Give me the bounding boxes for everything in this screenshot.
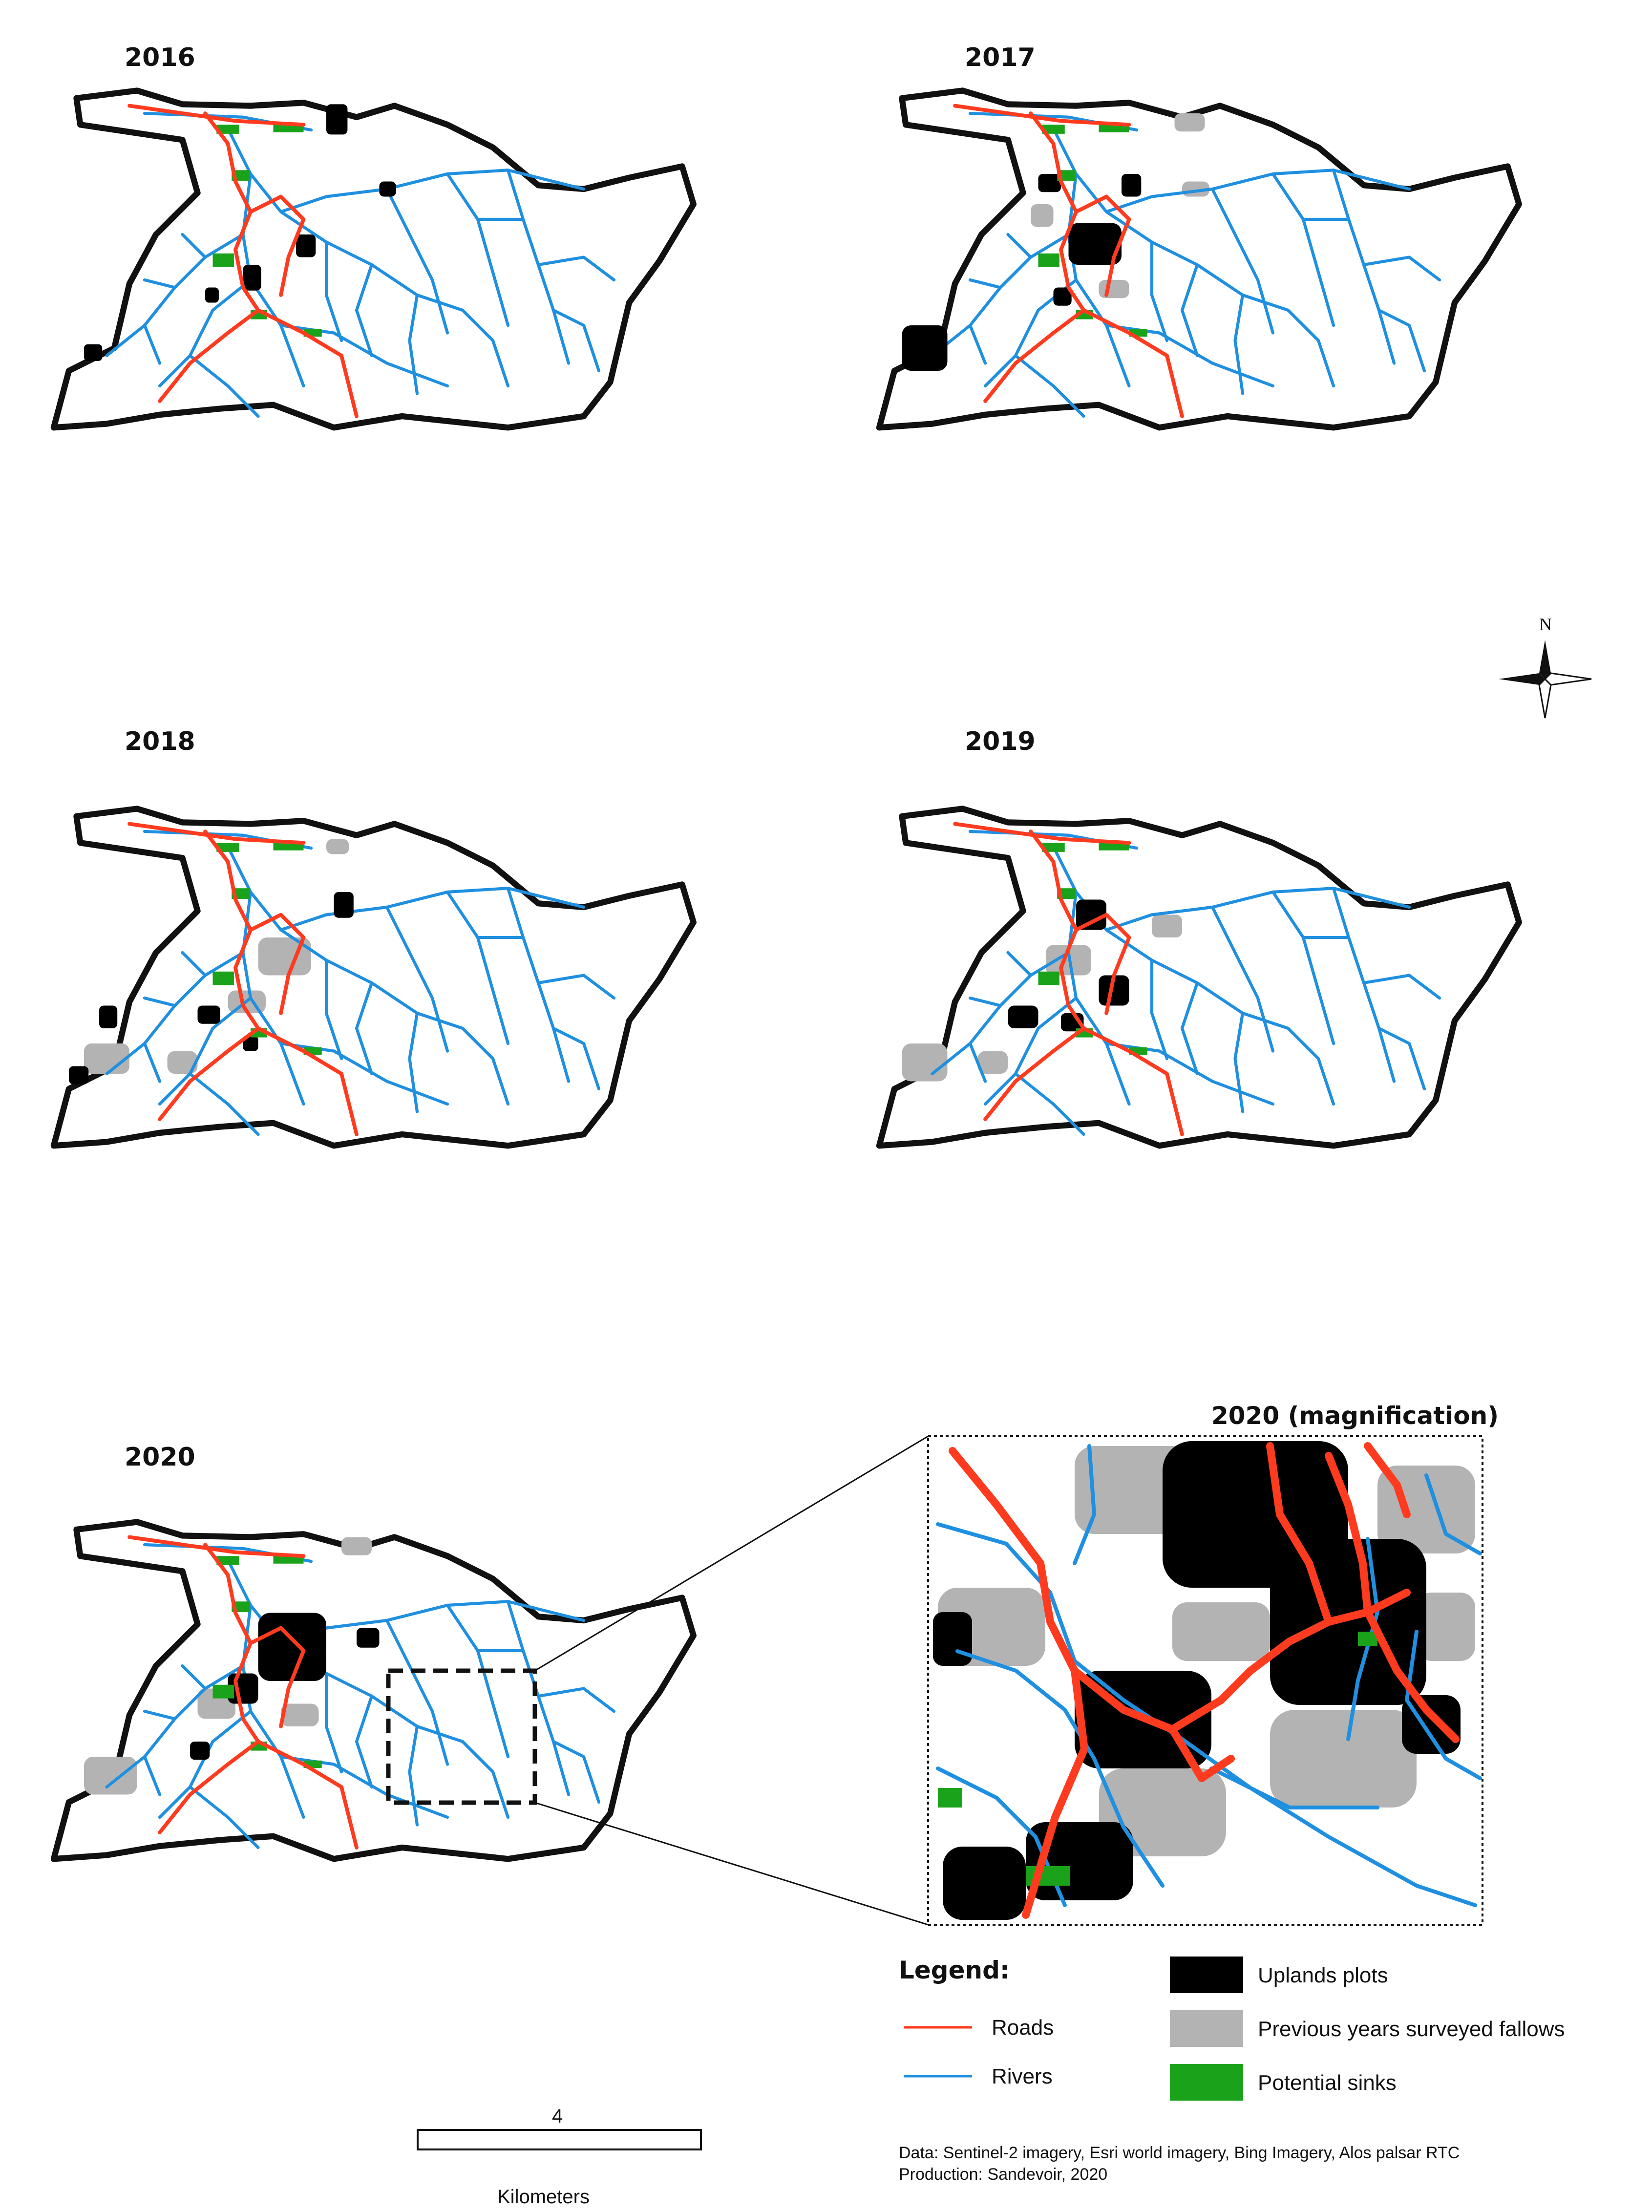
magnification-title: 2020 (magnification) <box>1211 1402 1499 1430</box>
legend: Legend: Roads Rivers Uplands plots Previ… <box>899 1956 1565 2101</box>
scale-bar: 4 Kilometers <box>417 2106 702 2208</box>
legend-sinks-label: Potential sinks <box>1258 2071 1397 2095</box>
credit-production: Production: Sandevoir, 2020 <box>899 2165 1107 2184</box>
panel-2016 <box>54 91 694 428</box>
panel-2018 <box>54 809 694 1146</box>
magnification-connector-top <box>534 1435 929 1672</box>
legend-fallows-label: Previous years surveyed fallows <box>1258 2017 1565 2041</box>
north-label: N <box>1539 615 1552 634</box>
scale-unit: Kilometers <box>497 2186 590 2208</box>
legend-uplands-label: Uplands plots <box>1258 1963 1388 1987</box>
legend-roads-label: Roads <box>992 2016 1054 2040</box>
north-arrow: N <box>1499 615 1592 719</box>
year-title: 2017 <box>965 43 1036 72</box>
magnification-panel <box>927 1435 1483 1926</box>
year-title: 2019 <box>965 727 1036 756</box>
year-title: 2016 <box>125 43 195 72</box>
magnification-connector-bottom <box>534 1802 929 1926</box>
legend-sinks-swatch <box>1170 2064 1243 2101</box>
panel-2017 <box>879 91 1519 428</box>
year-title: 2018 <box>125 727 195 756</box>
magnification-extent-box <box>386 1668 537 1805</box>
panel-2019 <box>879 809 1519 1146</box>
scale-value: 4 <box>552 2106 563 2127</box>
panel-2020 <box>54 1522 694 1859</box>
legend-title: Legend: <box>899 1956 1010 1984</box>
legend-fallows-swatch <box>1170 2010 1243 2047</box>
legend-uplands-swatch <box>1170 1957 1243 1993</box>
legend-rivers-label: Rivers <box>992 2064 1053 2088</box>
credit-data: Data: Sentinel-2 imagery, Esri world ima… <box>899 2144 1460 2162</box>
year-title: 2020 <box>125 1443 195 1472</box>
